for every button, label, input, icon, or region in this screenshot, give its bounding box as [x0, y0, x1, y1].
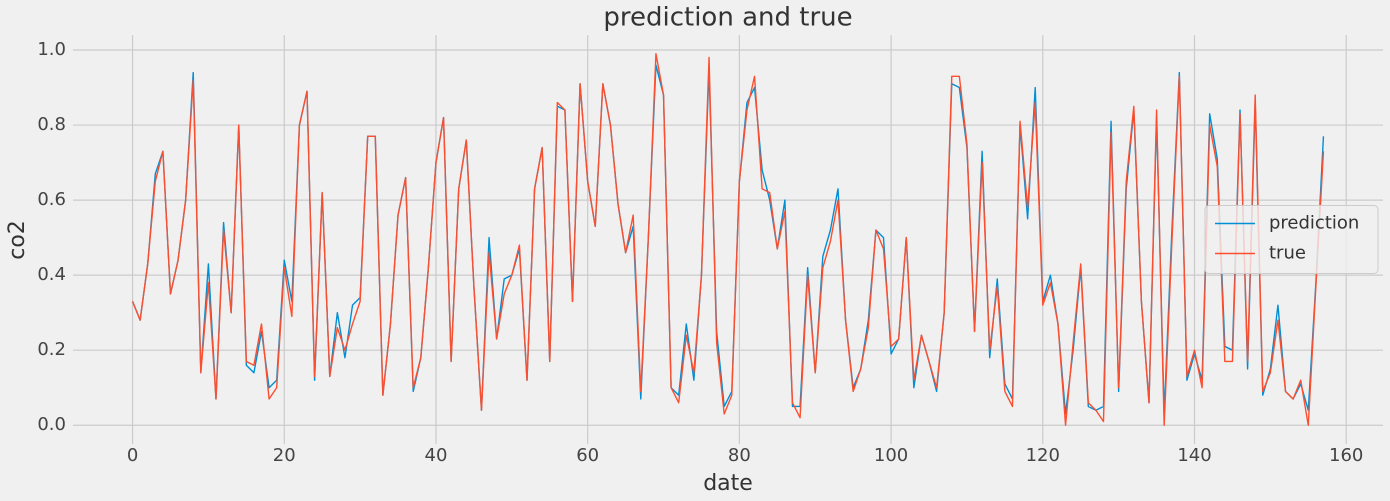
- grid: [73, 35, 1383, 444]
- x-tick-label: 60: [576, 445, 599, 466]
- x-tick-label: 140: [1177, 445, 1211, 466]
- y-tick-label: 0.6: [37, 189, 66, 210]
- y-axis-label: co2: [5, 220, 30, 260]
- y-tick-label: 0.8: [37, 114, 66, 135]
- x-tick-label: 20: [273, 445, 296, 466]
- legend-label: true: [1269, 243, 1306, 264]
- x-tick-label: 100: [874, 445, 908, 466]
- legend-label: prediction: [1269, 213, 1359, 234]
- y-tick-label: 0.2: [37, 339, 66, 360]
- x-tick-label: 80: [728, 445, 751, 466]
- x-tick-label: 40: [425, 445, 448, 466]
- x-tick-label: 160: [1329, 445, 1363, 466]
- y-tick-label: 0.4: [37, 264, 66, 285]
- x-axis-label: date: [703, 471, 753, 496]
- x-tick-label: 0: [127, 445, 138, 466]
- chart-title: prediction and true: [603, 3, 852, 33]
- y-tick-label: 0.0: [37, 414, 66, 435]
- series-line: [131, 53, 1325, 426]
- y-tick-label: 1.0: [37, 39, 66, 60]
- legend-box: [1204, 205, 1379, 274]
- x-tick-label: 120: [1026, 445, 1060, 466]
